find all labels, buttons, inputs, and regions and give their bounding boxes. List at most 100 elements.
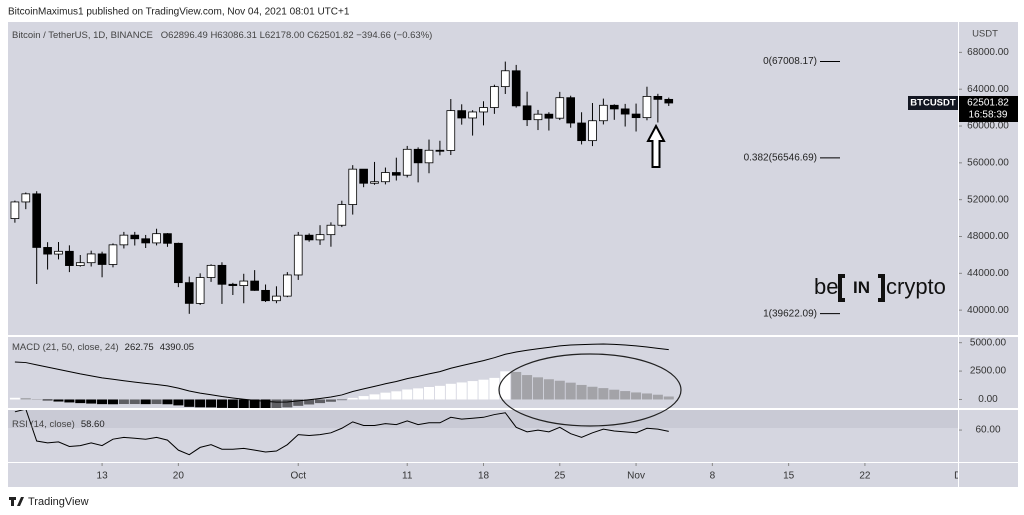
rsi-legend: RSI (14, close) 58.60 bbox=[12, 419, 105, 430]
candle-body bbox=[43, 247, 52, 255]
candle-body bbox=[424, 149, 434, 164]
macd-histogram-bar bbox=[173, 399, 184, 406]
macd-histogram-bar bbox=[478, 379, 489, 400]
candle-body bbox=[555, 97, 565, 119]
macd-histogram-bar bbox=[249, 399, 260, 408]
candle-body bbox=[642, 95, 652, 119]
candle-body bbox=[304, 234, 314, 241]
macd-histogram-bar bbox=[151, 399, 162, 405]
candle-body bbox=[511, 70, 521, 107]
candle-body bbox=[326, 224, 336, 236]
macd-histogram-bar bbox=[140, 399, 151, 405]
macd-histogram-bar bbox=[31, 399, 42, 400]
y-tick-label: 60000.00 bbox=[967, 121, 1009, 132]
macd-histogram-bar bbox=[467, 381, 478, 400]
candle-body bbox=[577, 122, 586, 142]
fib-label: 0.382(56546.69) bbox=[744, 152, 817, 163]
macd-histogram-bar bbox=[456, 382, 467, 400]
y-tick-label: 44000.00 bbox=[967, 268, 1009, 279]
macd-histogram-bar bbox=[20, 398, 31, 400]
y-tick-label: 40000.00 bbox=[967, 305, 1009, 316]
candle-body bbox=[315, 234, 325, 241]
symbol-legend: Bitcoin / TetherUS, 1D, BINANCE O62896.49… bbox=[12, 30, 432, 41]
macd-histogram-bar bbox=[369, 394, 380, 400]
ticker-label: BTCUSDT bbox=[910, 98, 956, 109]
macd-histogram-bar bbox=[216, 399, 227, 408]
macd-histogram-bar bbox=[64, 399, 75, 403]
y-tick-label: 2500.00 bbox=[970, 366, 1007, 377]
macd-histogram-bar bbox=[304, 399, 315, 405]
macd-histogram-bar bbox=[293, 399, 304, 406]
candle-body bbox=[130, 234, 140, 240]
macd-histogram-bar bbox=[402, 389, 413, 400]
macd-histogram-bar bbox=[315, 399, 326, 404]
macd-histogram-bar bbox=[543, 379, 554, 400]
macd-title: MACD (21, 50, close, 24) bbox=[12, 342, 119, 353]
value-axes: 40000.00 44000.00 48000.00 52000.00 56000.00… bbox=[959, 47, 1009, 436]
y-tick-label: 56000.00 bbox=[967, 157, 1009, 168]
candle-body bbox=[544, 113, 554, 119]
macd-histogram-bar bbox=[358, 396, 369, 400]
macd-histogram-bar bbox=[86, 399, 97, 404]
candle-body bbox=[588, 120, 597, 142]
candle-body bbox=[631, 113, 641, 119]
macd-histogram-bar bbox=[282, 399, 293, 408]
candle-body bbox=[664, 98, 674, 104]
macd-histogram-bar bbox=[423, 386, 435, 400]
candle-body bbox=[65, 250, 74, 266]
countdown-label: 16:58:39 bbox=[969, 110, 1008, 121]
watermark-text: be bbox=[814, 274, 838, 299]
candle-body bbox=[32, 193, 42, 248]
ohlc-values: O62896.49 H63086.31 L62178.00 C62501.82 … bbox=[161, 30, 433, 41]
macd-histogram-bar bbox=[206, 399, 217, 408]
macd-line bbox=[14, 343, 669, 403]
macd-pane bbox=[9, 343, 674, 408]
candle-body bbox=[413, 148, 423, 164]
candle-body bbox=[228, 283, 238, 286]
macd-histogram-bar bbox=[598, 388, 609, 400]
footer-logo: TradingView bbox=[9, 496, 89, 508]
candle-body bbox=[337, 204, 347, 226]
annotation-ellipse bbox=[498, 353, 682, 427]
x-tick-label: Nov bbox=[627, 471, 645, 482]
macd-histogram-bar bbox=[641, 393, 652, 400]
candle-body bbox=[359, 168, 368, 184]
candle-body bbox=[348, 168, 358, 205]
candle-body bbox=[184, 282, 194, 304]
macd-histogram-bar bbox=[53, 399, 64, 402]
fib-label: 0(67008.17) bbox=[763, 56, 817, 67]
candle-body bbox=[620, 108, 630, 115]
candle-body bbox=[435, 149, 445, 152]
rsi-pane bbox=[14, 410, 669, 456]
candle-body bbox=[152, 233, 161, 244]
candle-body bbox=[119, 234, 129, 246]
macd-histogram-bar bbox=[434, 385, 445, 400]
rsi-title: RSI (14, close) bbox=[12, 419, 75, 430]
candle-body bbox=[391, 172, 401, 176]
candle-body bbox=[21, 193, 31, 203]
candle-body bbox=[500, 70, 510, 88]
rsi-value: 58.60 bbox=[81, 419, 105, 430]
macd-histogram-bar bbox=[489, 377, 500, 400]
candle-body bbox=[217, 264, 227, 285]
macd-legend: MACD (21, 50, close, 24) 262.75 4390.05 bbox=[12, 342, 194, 353]
x-tick-label: 13 bbox=[97, 471, 109, 482]
candle-body bbox=[272, 295, 281, 302]
watermark: be IN crypto bbox=[814, 274, 946, 302]
macd-histogram-bar bbox=[663, 396, 674, 400]
price-tag bbox=[959, 95, 1018, 122]
macd-histogram-bar bbox=[227, 399, 238, 408]
macd-histogram-bar bbox=[413, 388, 424, 400]
candle-body bbox=[261, 289, 270, 302]
macd-histogram-bar bbox=[380, 392, 391, 400]
macd-histogram-bar bbox=[162, 399, 173, 405]
candle-body bbox=[468, 111, 477, 119]
candle-body bbox=[479, 107, 488, 113]
candle-body bbox=[108, 244, 118, 265]
x-tick-label: 18 bbox=[478, 471, 490, 482]
macd-histogram-bar bbox=[576, 384, 587, 400]
macd-histogram-bar bbox=[554, 380, 565, 400]
macd-histogram-bar bbox=[184, 399, 195, 407]
